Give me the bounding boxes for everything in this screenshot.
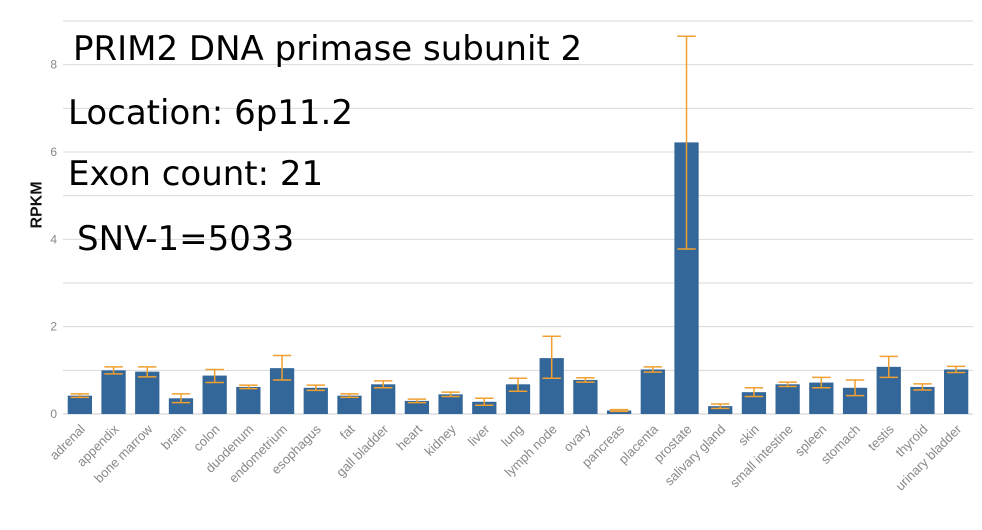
error-bar (373, 380, 393, 389)
error-bar (812, 376, 831, 389)
bar-thyroid (910, 386, 935, 414)
bar-heart (404, 400, 430, 414)
y-tick-label: 2 (50, 320, 57, 334)
bar-kidney (438, 394, 463, 414)
error-bar (272, 354, 292, 381)
bar-placenta (640, 369, 665, 414)
y-tick-label: 8 (50, 58, 57, 72)
x-tick-label: lung (498, 422, 526, 450)
x-tick-label: brain (158, 422, 189, 453)
bar-urinary-bladder (944, 369, 969, 414)
bar-ovary (573, 379, 598, 414)
error-bar (576, 377, 595, 383)
x-tick-label: fat (337, 421, 358, 442)
error-bar (542, 335, 561, 379)
error-bar (239, 384, 258, 390)
bar-bone-marrow (135, 371, 160, 414)
error-bar (609, 408, 629, 413)
bar-appendix (101, 370, 126, 414)
y-tick-label: 0 (50, 407, 57, 421)
bar-fat (337, 395, 362, 414)
x-tick-label: liver (465, 421, 493, 449)
x-tick-label: kidney (422, 421, 460, 459)
bar-gall-bladder (371, 384, 396, 414)
error-bar (744, 387, 764, 398)
gene-title: PRIM2 DNA primase subunit 2 (73, 29, 583, 69)
y-tick-label: 4 (50, 232, 57, 246)
y-axis-label: RPKM (28, 181, 46, 229)
error-bar (340, 393, 359, 399)
error-bar (913, 383, 932, 391)
error-bar (643, 366, 663, 373)
error-bar (70, 393, 90, 399)
error-bar (946, 365, 966, 374)
error-bar (138, 366, 157, 378)
bar-skin (741, 392, 767, 414)
error-bar (845, 379, 865, 397)
error-bar (879, 355, 898, 379)
gridlines (63, 20, 973, 415)
exon-count: Exon count: 21 (68, 154, 324, 194)
error-bar (778, 381, 797, 388)
bar-salivary-gland (708, 406, 733, 414)
error-bar (677, 35, 696, 250)
error-bar (508, 377, 528, 393)
error-bar (104, 366, 123, 375)
bar-small-intestine (775, 384, 800, 414)
x-tick-label: skin (735, 422, 762, 449)
bar-esophagus (303, 387, 328, 414)
gene-location: Location: 6p11.2 (68, 93, 353, 133)
error-bar (205, 368, 224, 384)
bar-duodenum (236, 386, 261, 414)
error-bar (475, 397, 494, 407)
bars (67, 142, 969, 415)
error-bars (70, 35, 966, 413)
error-bar (171, 393, 191, 404)
error-bar (407, 398, 427, 404)
error-bar (306, 384, 325, 392)
error-bar (441, 391, 460, 398)
y-tick-labels: 0 2 4 6 8 (50, 58, 57, 421)
snv-count: SNV-1=5033 (77, 219, 295, 259)
y-tick-label: 6 (50, 145, 57, 159)
bar-adrenal (67, 395, 92, 414)
bar-pancreas (606, 410, 632, 414)
error-bar (711, 403, 730, 410)
